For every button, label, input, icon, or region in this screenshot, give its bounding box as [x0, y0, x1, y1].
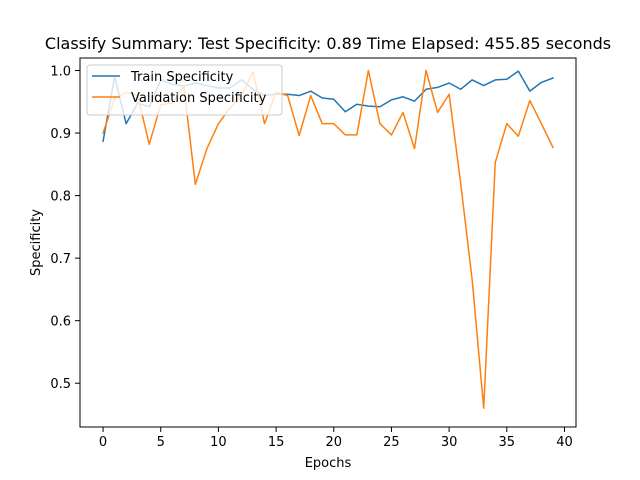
y-axis-label: Specificity: [29, 209, 44, 276]
chart-title: Classify Summary: Test Specificity: 0.89…: [45, 34, 611, 53]
x-tick-label: 20: [325, 435, 342, 450]
legend-box: [86, 64, 283, 116]
x-axis-ticks: 0 5 10 15 20 25 30 35 40: [99, 427, 573, 450]
legend-label-train: Train Specificity: [130, 70, 234, 85]
x-tick-label: 5: [157, 435, 165, 450]
y-tick-label: 0.5: [50, 377, 71, 392]
plot-frame: [79, 57, 577, 428]
x-tick-label: 25: [383, 435, 400, 450]
y-tick-label: 0.9: [50, 127, 71, 142]
y-tick-label: 0.7: [50, 252, 71, 267]
x-axis-label: Epochs: [305, 456, 352, 471]
x-tick-label: 35: [499, 435, 516, 450]
x-tick-label: 15: [268, 435, 285, 450]
y-tick-label: 1.0: [50, 65, 71, 80]
legend: Train Specificity Validation Specificity: [86, 64, 283, 116]
y-tick-label: 0.8: [50, 190, 71, 205]
x-tick-label: 10: [210, 435, 227, 450]
y-axis-ticks: 0.5 0.6 0.7 0.8 0.9 1.0: [50, 65, 80, 392]
x-tick-label: 0: [99, 435, 107, 450]
y-tick-label: 0.6: [50, 315, 71, 330]
x-tick-label: 30: [441, 435, 458, 450]
legend-label-validation: Validation Specificity: [131, 91, 267, 106]
x-tick-label: 40: [556, 435, 573, 450]
